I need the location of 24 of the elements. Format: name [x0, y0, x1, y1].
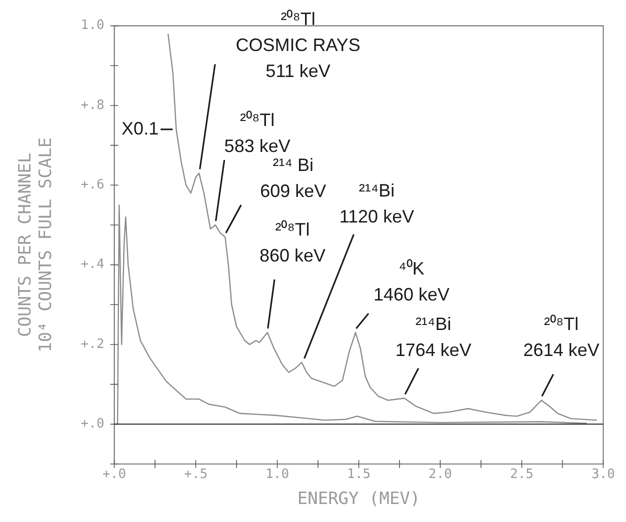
y-tick-label: +.4: [80, 257, 104, 272]
x-axis-title: ENERGY (MEV): [297, 489, 420, 510]
y-tick-label: +.8: [80, 98, 104, 113]
annotation: ²⁰⁸Tl COSMIC RAYS 511 keV: [236, 9, 360, 82]
y-tick-label: +.0: [80, 416, 104, 432]
x-tick-label: 3.0: [592, 467, 615, 482]
annotation: ²⁰⁸Tl 583 keV: [224, 110, 290, 156]
annotation: X0.1: [122, 118, 159, 138]
x-tick-label: 2.0: [428, 467, 452, 482]
annotation: ⁴⁰K 1460 keV: [373, 258, 450, 305]
y-tick-label: 1.0: [80, 18, 104, 34]
annotation: ²¹⁴Bi 1764 keV: [395, 314, 472, 360]
annotation: ²⁰⁸Tl 2614 keV: [523, 314, 600, 360]
y-tick-label: +.2: [80, 336, 104, 352]
annotation: ²¹⁴ Bi 609 keV: [260, 154, 326, 201]
x-tick-label: +.5: [184, 467, 208, 482]
annotation: ²⁰⁸Tl 860 keV: [259, 220, 326, 266]
x-tick-label: +.0: [102, 467, 126, 482]
y-axis-title: COUNTS PER CHANNEL 10⁴ COUNTS FULL SCALE: [16, 137, 56, 352]
x-tick-label: 1.0: [266, 467, 290, 482]
x-tick-label: 2.5: [510, 467, 534, 482]
y-tick-label: +.6: [80, 178, 104, 193]
x-tick-label: 1.5: [347, 467, 371, 482]
annotation: ²¹⁴Bi 1120 keV: [339, 180, 414, 226]
